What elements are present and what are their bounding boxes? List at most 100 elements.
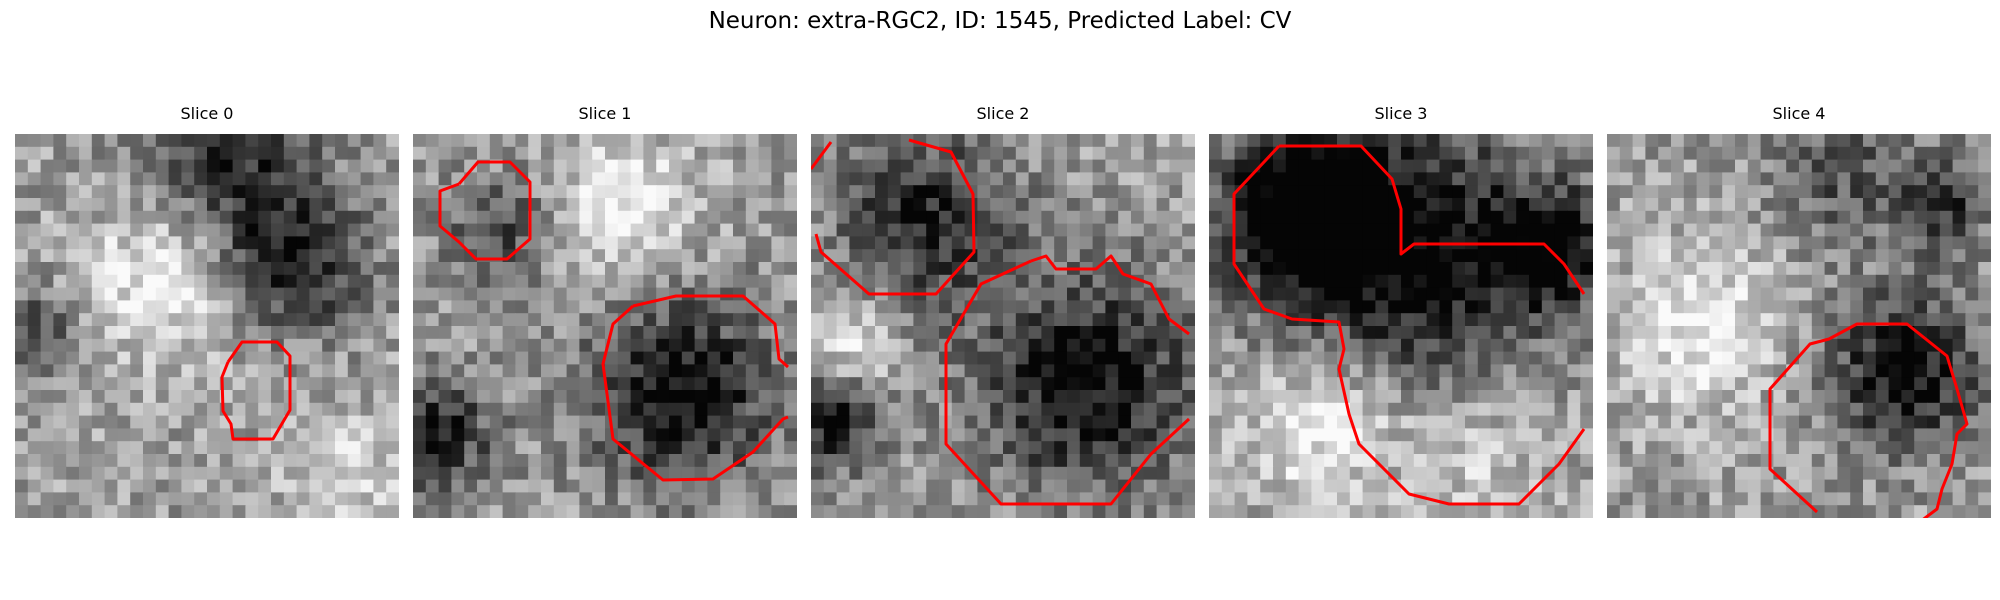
image-pixel <box>373 428 387 442</box>
image-pixel <box>413 159 427 173</box>
image-pixel <box>887 223 902 237</box>
image-pixel <box>784 223 797 237</box>
image-pixel <box>1490 402 1504 417</box>
image-pixel <box>1760 210 1774 225</box>
image-pixel <box>1028 428 1042 442</box>
image-pixel <box>477 287 491 301</box>
image-pixel <box>617 466 632 481</box>
image-pixel <box>1607 479 1621 493</box>
image-pixel <box>1003 287 1017 301</box>
image-pixel <box>656 223 670 237</box>
image-pixel <box>1118 249 1132 263</box>
image-pixel <box>1079 492 1094 506</box>
image-pixel <box>79 274 93 289</box>
image-pixel <box>347 236 362 250</box>
image-pixel <box>27 236 42 250</box>
image-pixel <box>1863 338 1877 353</box>
image-pixel <box>951 466 966 481</box>
image-pixel <box>579 466 593 481</box>
image-pixel <box>386 172 399 186</box>
image-pixel <box>681 402 696 417</box>
image-pixel <box>1580 249 1593 263</box>
image-pixel <box>477 300 491 314</box>
image-pixel <box>1452 466 1466 481</box>
image-pixel <box>643 338 657 353</box>
image-pixel <box>413 441 427 455</box>
image-pixel <box>271 377 285 391</box>
image-pixel <box>990 466 1004 481</box>
image-pixel <box>1337 249 1351 263</box>
image-pixel <box>1169 441 1183 455</box>
image-pixel <box>566 287 580 301</box>
image-pixel <box>1413 134 1428 148</box>
image-pixel <box>1875 428 1890 442</box>
image-pixel <box>605 441 619 455</box>
image-pixel <box>27 300 42 314</box>
image-pixel <box>1118 454 1132 468</box>
image-pixel <box>1169 338 1183 353</box>
image-pixel <box>1388 134 1402 148</box>
image-pixel <box>836 236 850 250</box>
image-pixel <box>1914 313 1928 327</box>
image-pixel <box>322 300 336 314</box>
image-pixel <box>1413 172 1428 186</box>
image-pixel <box>1401 441 1415 455</box>
image-pixel <box>143 134 157 148</box>
image-pixel <box>579 274 593 289</box>
image-pixel <box>1901 441 1915 455</box>
image-pixel <box>939 479 953 493</box>
image-pixel <box>1413 466 1428 481</box>
image-pixel <box>1477 134 1492 148</box>
image-pixel <box>27 377 42 391</box>
image-pixel <box>117 390 131 404</box>
image-pixel <box>360 300 374 314</box>
image-pixel <box>617 377 632 391</box>
image-pixel <box>1003 428 1017 442</box>
image-pixel <box>168 364 182 378</box>
image-pixel <box>79 172 93 186</box>
image-pixel <box>1554 159 1568 173</box>
image-pixel <box>464 223 478 237</box>
image-pixel <box>1747 185 1762 199</box>
image-pixel <box>1234 326 1248 340</box>
image-pixel <box>1067 402 1081 417</box>
image-pixel <box>1978 364 1991 378</box>
image-pixel <box>758 454 772 468</box>
image-pixel <box>566 390 580 404</box>
image-pixel <box>489 172 504 186</box>
image-pixel <box>477 441 491 455</box>
image-pixel <box>309 377 323 391</box>
image-pixel <box>464 402 478 417</box>
image-pixel <box>541 185 555 199</box>
image-pixel <box>1901 287 1915 301</box>
image-pixel <box>1092 262 1106 276</box>
image-pixel <box>745 134 760 148</box>
image-pixel <box>733 326 747 340</box>
image-pixel <box>1863 479 1877 493</box>
image-pixel <box>1773 313 1787 327</box>
image-pixel <box>745 338 760 353</box>
image-pixel <box>1554 415 1568 429</box>
image-pixel <box>207 223 221 237</box>
image-pixel <box>1619 441 1634 455</box>
image-pixel <box>1580 262 1593 276</box>
image-pixel <box>862 377 876 391</box>
image-pixel <box>541 172 555 186</box>
image-pixel <box>1529 172 1543 186</box>
image-pixel <box>1799 492 1813 506</box>
image-pixel <box>1209 390 1223 404</box>
image-pixel <box>707 441 721 455</box>
image-pixel <box>1722 134 1736 148</box>
image-pixel <box>1362 351 1376 365</box>
image-pixel <box>258 287 272 301</box>
image-pixel <box>1619 313 1634 327</box>
image-pixel <box>1209 505 1223 518</box>
image-pixel <box>1914 479 1928 493</box>
slice-image <box>1209 134 1593 518</box>
image-pixel <box>669 390 683 404</box>
image-pixel <box>862 390 876 404</box>
image-pixel <box>117 454 131 468</box>
image-pixel <box>1632 428 1646 442</box>
image-pixel <box>360 172 374 186</box>
image-pixel <box>373 159 387 173</box>
